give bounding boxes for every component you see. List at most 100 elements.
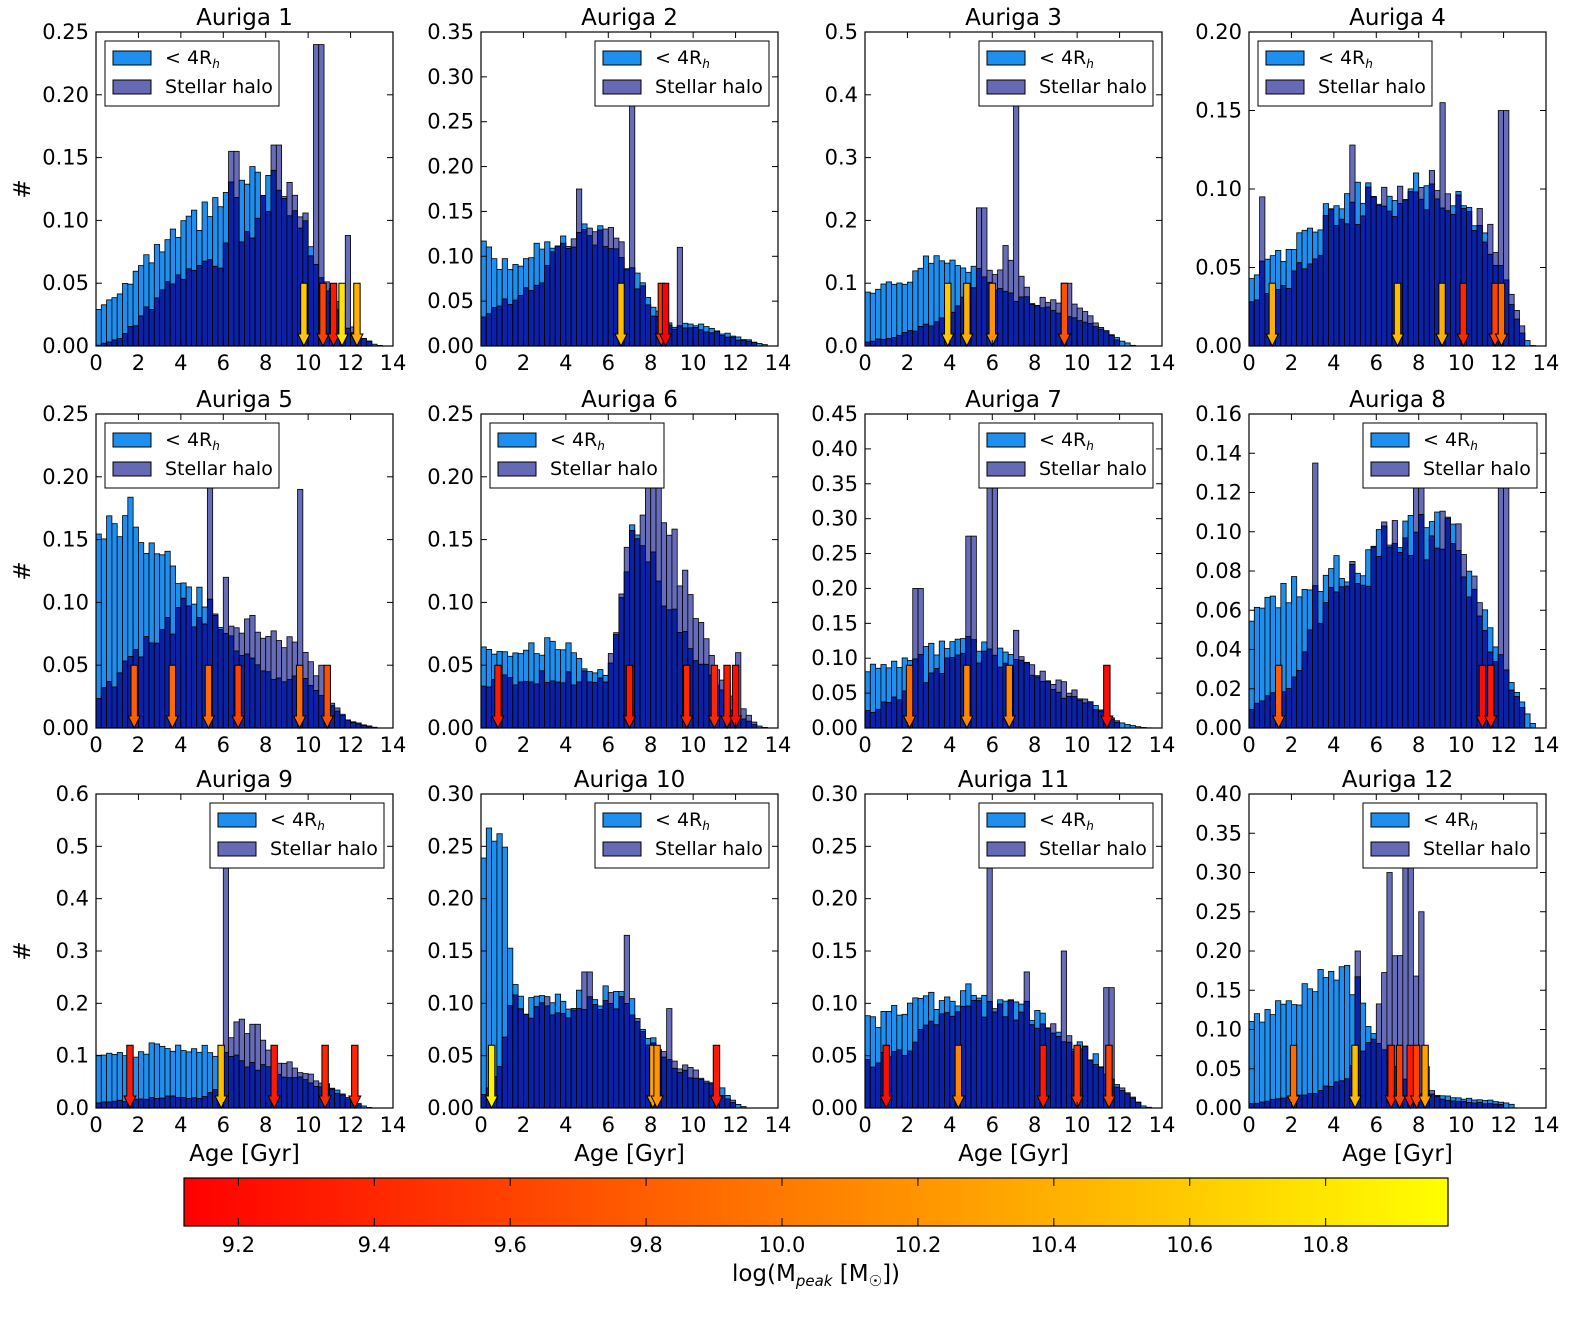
overlap-bar — [870, 713, 875, 728]
overlap-bar — [1051, 689, 1056, 728]
overlap-bar — [741, 719, 746, 728]
legend-subscript: h — [702, 57, 710, 71]
overlap-bar — [123, 661, 128, 728]
overlap-bar — [1376, 557, 1381, 728]
y-tick-label: 0.05 — [427, 289, 474, 313]
overlap-bar — [1045, 307, 1050, 346]
overlap-bar — [1270, 693, 1275, 728]
overlap-bar — [523, 681, 528, 728]
overlap-bar — [1429, 536, 1434, 728]
overlap-bar — [207, 260, 212, 346]
legend-label-halo: Stellar halo — [1423, 458, 1531, 480]
overlap-bar — [229, 636, 234, 728]
inner-bar — [870, 293, 875, 346]
overlap-bar — [1281, 286, 1286, 346]
overlap-bar — [266, 211, 271, 346]
overlap-bar — [566, 672, 571, 728]
overlap-bar — [566, 249, 571, 346]
overlap-bar — [704, 1083, 709, 1108]
legend-subscript: h — [702, 819, 710, 833]
y-tick-label: 0.4 — [825, 83, 858, 107]
overlap-bar — [1329, 1087, 1334, 1108]
legend-swatch-halo — [1371, 842, 1409, 856]
overlap-bar — [945, 658, 950, 728]
y-tick-label: 0.25 — [811, 542, 858, 566]
legend-label-halo: Stellar halo — [1039, 838, 1147, 860]
overlap-bar — [1077, 321, 1082, 346]
overlap-bar — [308, 685, 313, 728]
legend-swatch-inner — [603, 813, 641, 827]
x-tick-label: 12 — [1106, 733, 1133, 757]
overlap-bar — [1061, 1042, 1066, 1108]
overlap-bar — [513, 995, 518, 1108]
overlap-bar — [1088, 702, 1093, 728]
y-tick-label: 0.15 — [811, 939, 858, 963]
x-tick-label: 14 — [1149, 1113, 1176, 1137]
x-tick-label: 2 — [517, 1113, 530, 1137]
overlap-bar — [907, 331, 912, 346]
overlap-bar — [698, 1080, 703, 1108]
y-tick-label: 0.05 — [42, 271, 89, 295]
x-tick-label: 10 — [295, 733, 322, 757]
overlap-bar — [1344, 224, 1349, 346]
overlap-bar — [645, 305, 650, 346]
overlap-bar — [971, 1000, 976, 1108]
x-tick-label: 2 — [901, 1113, 914, 1137]
overlap-bar — [255, 1070, 260, 1108]
overlap-bar — [1451, 1101, 1456, 1108]
y-tick-label: 0.1 — [825, 271, 858, 295]
overlap-bar — [1072, 697, 1077, 728]
inner-bar — [876, 289, 881, 346]
overlap-bar — [1509, 305, 1514, 346]
overlap-bar — [1029, 304, 1034, 346]
overlap-bar — [582, 230, 587, 346]
overlap-bar — [101, 688, 106, 728]
x-tick-label: 14 — [765, 1113, 792, 1137]
overlap-bar — [1403, 538, 1408, 728]
overlap-bar — [186, 269, 191, 346]
overlap-bar — [1519, 708, 1524, 728]
y-axis-label: # — [10, 561, 36, 580]
overlap-bar — [550, 681, 555, 728]
overlap-bar — [1360, 585, 1365, 728]
x-tick-label: 2 — [517, 733, 530, 757]
overlap-bar — [1382, 1050, 1387, 1108]
y-tick-label: 0.25 — [427, 110, 474, 134]
x-tick-label: 10 — [1064, 733, 1091, 757]
colorbar-tick-label: 10.2 — [895, 1233, 942, 1257]
y-tick-label: 0.05 — [811, 1044, 858, 1068]
overlap-bar — [651, 552, 656, 728]
x-tick-label: 8 — [644, 1113, 657, 1137]
overlap-bar — [234, 1055, 239, 1108]
overlap-bar — [1366, 586, 1371, 728]
y-tick-label: 0.04 — [1195, 638, 1242, 662]
overlap-bar — [266, 1067, 271, 1108]
overlap-bar — [592, 1005, 597, 1108]
legend-subscript: h — [1470, 439, 1478, 453]
overlap-bar — [292, 211, 297, 346]
overlap-bar — [1035, 306, 1040, 346]
overlap-bar — [923, 1025, 928, 1108]
overlap-bar — [1077, 700, 1082, 728]
merger-arrow — [349, 1045, 361, 1108]
overlap-bar — [929, 326, 934, 346]
overlap-bar — [345, 1099, 350, 1108]
y-tick-label: 0.15 — [811, 611, 858, 635]
x-tick-label: 14 — [1533, 351, 1560, 375]
overlap-bar — [913, 331, 918, 346]
overlap-bar — [271, 170, 276, 346]
overlap-bar — [561, 1013, 566, 1108]
overlap-bar — [587, 682, 592, 728]
overlap-bar — [502, 675, 507, 728]
inner-bar — [112, 298, 117, 346]
overlap-bar — [1318, 255, 1323, 346]
overlap-bar — [1456, 1101, 1461, 1108]
colorbar-tick-label: 9.8 — [629, 1233, 662, 1257]
overlap-bar — [1008, 293, 1013, 346]
x-tick-label: 6 — [217, 733, 230, 757]
y-tick-label: 0.00 — [42, 334, 89, 358]
